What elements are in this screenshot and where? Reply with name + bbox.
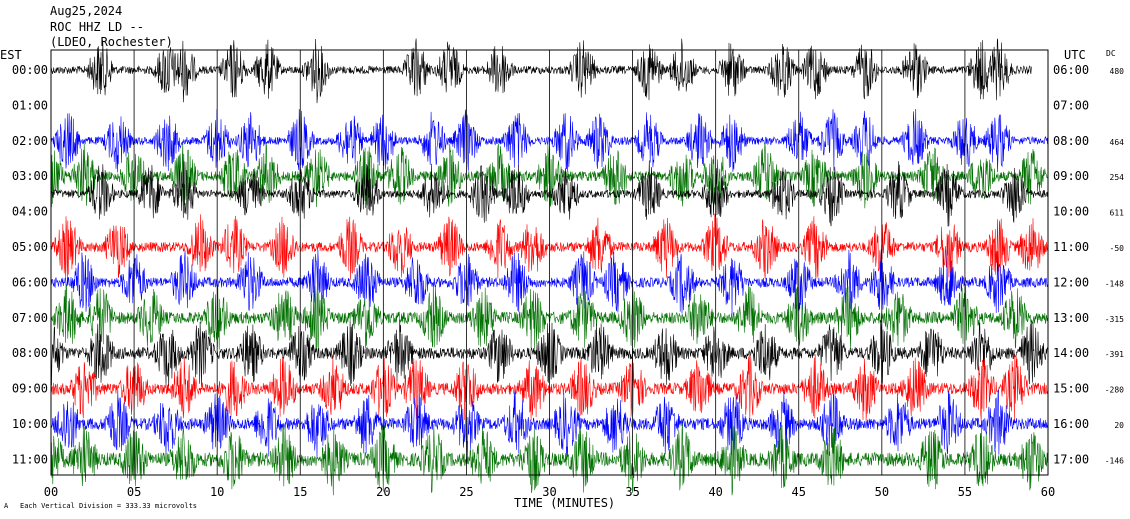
dc-title: DC <box>1106 49 1116 58</box>
est-label: 04:00 <box>12 205 48 219</box>
x-tick-label: 40 <box>708 485 722 499</box>
x-tick-label: 15 <box>293 485 307 499</box>
trace-hour-0 <box>50 38 1032 104</box>
utc-label: 13:00 <box>1053 311 1089 325</box>
dc-label: -315 <box>1105 315 1124 324</box>
header-network: (LDEO, Rochester) <box>50 35 173 49</box>
x-tick-label: 25 <box>459 485 473 499</box>
x-tick-label: 20 <box>376 485 390 499</box>
est-label: 07:00 <box>12 311 48 325</box>
dc-label: 611 <box>1110 209 1125 218</box>
x-tick-label: 55 <box>958 485 972 499</box>
est-label: 10:00 <box>12 417 48 431</box>
x-tick-label: 10 <box>210 485 224 499</box>
header-date: Aug25,2024 <box>50 4 122 18</box>
dc-label: 20 <box>1114 421 1124 430</box>
est-label: 09:00 <box>12 382 48 396</box>
x-tick-label: 45 <box>792 485 806 499</box>
x-tick-label: 60 <box>1041 485 1055 499</box>
utc-label: 16:00 <box>1053 417 1089 431</box>
est-label: 03:00 <box>12 169 48 183</box>
utc-label: 17:00 <box>1053 452 1089 466</box>
x-tick-label: 05 <box>127 485 141 499</box>
utc-label: 10:00 <box>1053 205 1089 219</box>
x-axis-label: TIME (MINUTES) <box>514 496 615 510</box>
right-axis-title: UTC <box>1064 48 1086 62</box>
est-label: 06:00 <box>12 275 48 289</box>
dc-label: 464 <box>1110 138 1125 147</box>
est-label: 02:00 <box>12 134 48 148</box>
plot-frame <box>50 49 1049 476</box>
utc-label: 09:00 <box>1053 169 1089 183</box>
x-tick-label: 50 <box>875 485 889 499</box>
dc-offset-labels: 480 464 254 611 -50 -148 -315 -391 -280 20 -146 <box>1105 67 1124 465</box>
dc-label: -148 <box>1105 279 1124 288</box>
utc-label: 08:00 <box>1053 134 1089 148</box>
dc-label: -391 <box>1105 350 1124 359</box>
x-tick-label: 00 <box>44 485 58 499</box>
utc-label: 06:00 <box>1053 63 1089 77</box>
dc-label: 254 <box>1110 173 1125 182</box>
est-label: 05:00 <box>12 240 48 254</box>
x-tick-label: 30 <box>542 485 556 499</box>
left-axis-title: EST <box>0 48 22 62</box>
dc-label: -50 <box>1110 244 1125 253</box>
est-label: 01:00 <box>12 98 48 112</box>
dc-label: 480 <box>1110 67 1125 76</box>
utc-label: 07:00 <box>1053 98 1089 112</box>
left-hour-labels: 00:00 01:00 02:00 03:00 04:00 05:00 06:00 07:00… <box>12 63 48 466</box>
right-hour-labels: 06:00 07:00 08:00 09:00 10:00 11:00 12:00 13:00… <box>1053 63 1089 466</box>
footnote: Each Vertical Division = 333.33 microvol… <box>20 502 197 510</box>
x-tick-label: 35 <box>625 485 639 499</box>
utc-label: 15:00 <box>1053 382 1089 396</box>
dc-label: -146 <box>1105 456 1124 465</box>
est-label: 08:00 <box>12 346 48 360</box>
est-label: 11:00 <box>12 452 48 466</box>
scale-icon: A <box>4 502 9 510</box>
utc-label: 14:00 <box>1053 346 1089 360</box>
dc-label: -280 <box>1105 386 1124 395</box>
utc-label: 12:00 <box>1053 275 1089 289</box>
header-station: ROC HHZ LD -- <box>50 20 144 34</box>
est-label: 00:00 <box>12 63 48 77</box>
utc-label: 11:00 <box>1053 240 1089 254</box>
x-tick-labels: 00 05 10 15 20 25 30 35 40 45 50 55 60 <box>44 485 1055 499</box>
